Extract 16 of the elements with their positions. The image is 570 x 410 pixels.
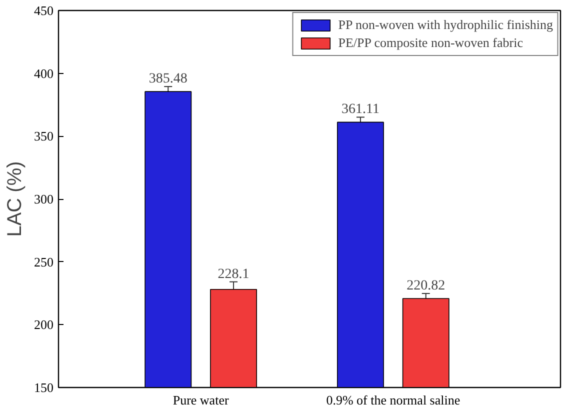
data-label: 361.11 <box>341 102 380 118</box>
data-label: 228.1 <box>218 266 250 282</box>
y-tick-label: 450 <box>34 3 54 18</box>
legend-label: PE/PP composite non-woven fabric <box>338 35 523 51</box>
x-tick-label: Pure water <box>172 392 230 408</box>
data-label: 220.82 <box>406 278 446 294</box>
y-tick-label: 300 <box>34 192 54 206</box>
legend-label: PP non-woven with hydrophilic finishing <box>338 17 553 33</box>
data-label: 385.48 <box>148 72 188 87</box>
y-tick-label: 200 <box>34 317 54 332</box>
x-tick-label: 0.9% of the normal saline <box>326 392 460 408</box>
y-tick-label: 150 <box>34 380 54 395</box>
y-axis-title: LAC (%) <box>4 161 26 237</box>
y-tick-label: 250 <box>34 254 54 270</box>
y-tick-label: 400 <box>34 66 54 81</box>
y-tick-label: 350 <box>34 128 54 144</box>
